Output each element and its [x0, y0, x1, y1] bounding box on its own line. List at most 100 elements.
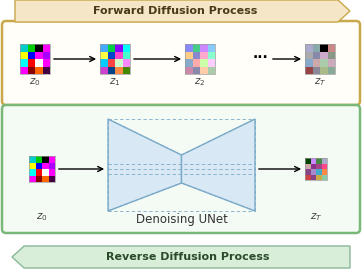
- Text: Reverse Diffusion Process: Reverse Diffusion Process: [106, 252, 270, 262]
- Bar: [320, 44, 328, 52]
- Bar: [115, 66, 122, 74]
- Bar: [49, 175, 55, 182]
- Bar: [316, 174, 321, 180]
- Text: $z_0$: $z_0$: [29, 76, 41, 88]
- Bar: [35, 169, 42, 175]
- Bar: [108, 52, 115, 59]
- Text: $z_0$: $z_0$: [36, 211, 48, 223]
- Text: Denoising UNet: Denoising UNet: [135, 213, 227, 225]
- Bar: [328, 52, 335, 59]
- Bar: [312, 66, 320, 74]
- Bar: [321, 174, 327, 180]
- Bar: [305, 158, 327, 180]
- Bar: [193, 52, 200, 59]
- Bar: [29, 156, 35, 162]
- Bar: [42, 169, 49, 175]
- Bar: [207, 59, 215, 66]
- Bar: [108, 44, 115, 52]
- Bar: [200, 52, 207, 59]
- Bar: [316, 169, 321, 174]
- Bar: [305, 163, 311, 169]
- Polygon shape: [108, 119, 181, 211]
- Bar: [42, 66, 50, 74]
- Bar: [42, 44, 50, 52]
- Polygon shape: [12, 246, 350, 268]
- Bar: [122, 59, 130, 66]
- Bar: [28, 52, 35, 59]
- Bar: [35, 156, 42, 162]
- Bar: [100, 59, 108, 66]
- Bar: [320, 59, 328, 66]
- Bar: [321, 169, 327, 174]
- Bar: [35, 44, 42, 52]
- Text: Forward Diffusion Process: Forward Diffusion Process: [93, 6, 257, 16]
- Bar: [305, 44, 335, 74]
- Text: $z_T$: $z_T$: [314, 76, 326, 88]
- Bar: [100, 52, 108, 59]
- Bar: [122, 52, 130, 59]
- Bar: [316, 158, 321, 163]
- Text: $z_2$: $z_2$: [194, 76, 206, 88]
- Bar: [320, 52, 328, 59]
- Bar: [35, 162, 42, 169]
- Bar: [193, 66, 200, 74]
- Bar: [311, 163, 316, 169]
- Bar: [305, 174, 311, 180]
- Bar: [100, 44, 108, 52]
- Bar: [28, 59, 35, 66]
- Bar: [320, 66, 328, 74]
- Bar: [185, 59, 193, 66]
- Bar: [20, 59, 28, 66]
- Bar: [328, 59, 335, 66]
- Bar: [20, 44, 28, 52]
- Bar: [193, 59, 200, 66]
- Bar: [305, 158, 311, 163]
- FancyBboxPatch shape: [2, 105, 360, 233]
- Bar: [42, 162, 49, 169]
- Bar: [49, 162, 55, 169]
- Polygon shape: [15, 0, 350, 22]
- Bar: [20, 44, 50, 74]
- Bar: [29, 156, 55, 182]
- Bar: [200, 44, 207, 52]
- Bar: [42, 59, 50, 66]
- Bar: [312, 59, 320, 66]
- Bar: [122, 66, 130, 74]
- Bar: [185, 52, 193, 59]
- Bar: [305, 169, 311, 174]
- Bar: [49, 156, 55, 162]
- Bar: [321, 158, 327, 163]
- Bar: [185, 44, 215, 74]
- Bar: [312, 52, 320, 59]
- Bar: [100, 66, 108, 74]
- Bar: [207, 52, 215, 59]
- Text: $z_T$: $z_T$: [310, 211, 322, 223]
- Bar: [35, 175, 42, 182]
- Bar: [29, 162, 35, 169]
- Text: ···: ···: [252, 51, 268, 65]
- Bar: [42, 175, 49, 182]
- Bar: [328, 66, 335, 74]
- Bar: [35, 52, 42, 59]
- Bar: [305, 44, 312, 52]
- Bar: [305, 66, 312, 74]
- Bar: [29, 175, 35, 182]
- Bar: [321, 163, 327, 169]
- Bar: [49, 169, 55, 175]
- Bar: [29, 169, 35, 175]
- Bar: [115, 59, 122, 66]
- Bar: [328, 44, 335, 52]
- Bar: [115, 44, 122, 52]
- Bar: [100, 44, 130, 74]
- Text: $z_1$: $z_1$: [109, 76, 121, 88]
- Bar: [316, 163, 321, 169]
- Bar: [200, 59, 207, 66]
- Bar: [122, 44, 130, 52]
- Bar: [207, 44, 215, 52]
- Bar: [35, 66, 42, 74]
- Bar: [305, 52, 312, 59]
- Bar: [305, 59, 312, 66]
- Bar: [185, 44, 193, 52]
- Bar: [200, 66, 207, 74]
- Bar: [20, 66, 28, 74]
